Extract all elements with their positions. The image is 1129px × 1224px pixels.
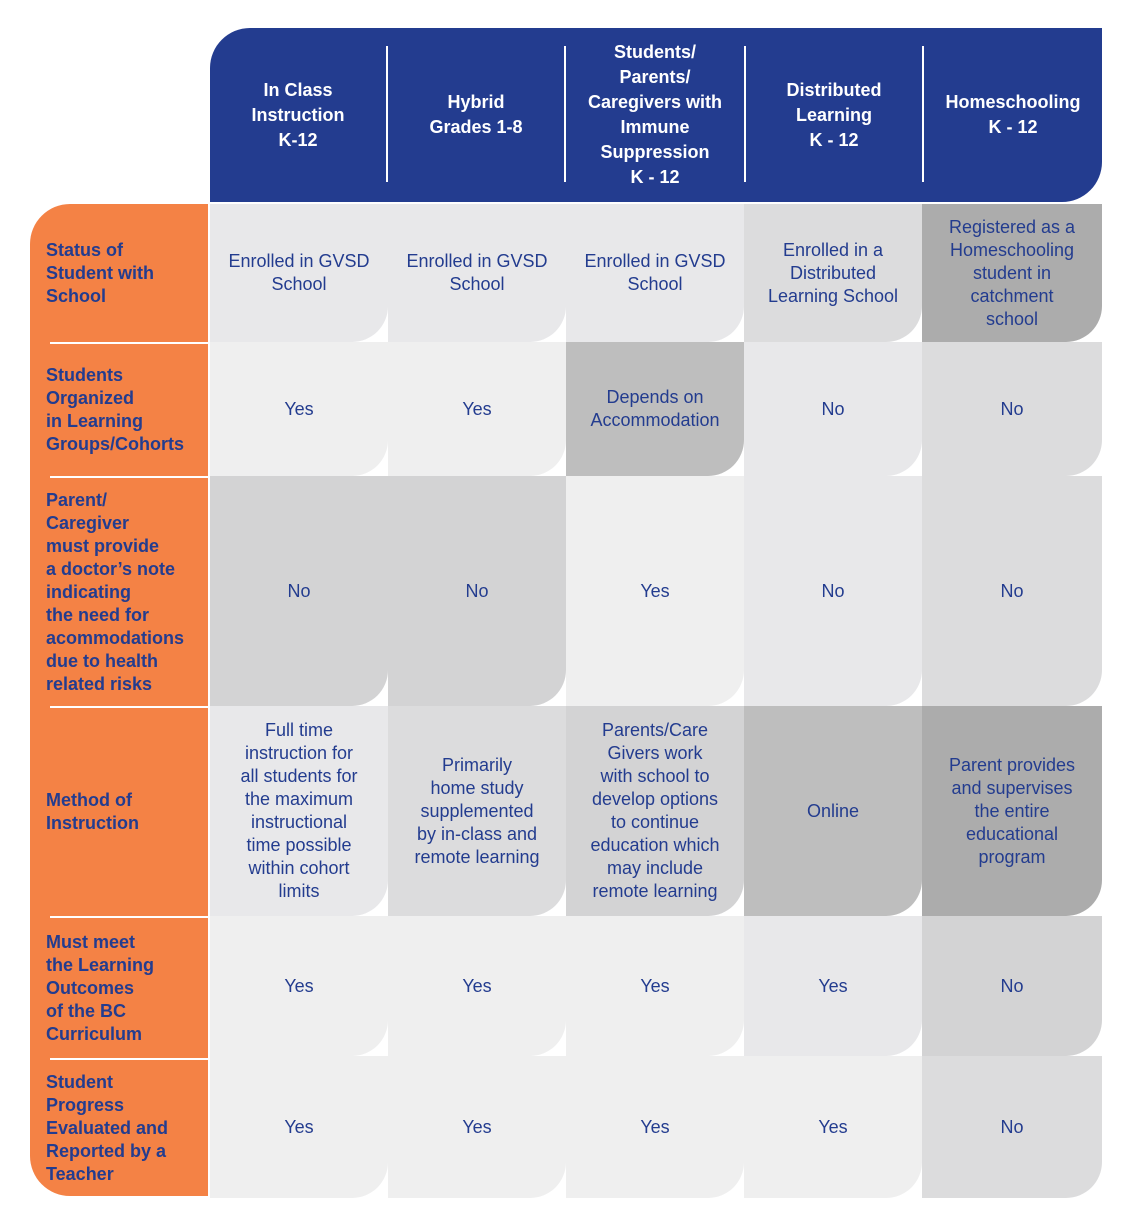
column-divider	[744, 46, 746, 182]
table-cell: Online	[744, 706, 922, 916]
table-cell: Yes	[210, 342, 388, 476]
column-header-bar: In Class Instruction K-12 Hybrid Grades …	[210, 28, 1102, 202]
column-divider	[922, 46, 924, 182]
column-header-distributed-learning: Distributed Learning K - 12	[786, 79, 882, 150]
table-cell: No	[210, 476, 388, 706]
table-cell: Yes	[566, 916, 744, 1056]
row-label-learning-outcomes: Must meet the Learning Outcomes of the B…	[46, 931, 155, 1044]
table-cell: Enrolled in GVSD School	[210, 204, 388, 342]
table-cell: Primarily home study supplemented by in-…	[388, 706, 566, 916]
table-cell: Full time instruction for all students f…	[210, 706, 388, 916]
table-cell: Yes	[210, 916, 388, 1056]
row-label-method: Method of Instruction	[46, 790, 139, 833]
table-cell: Parent provides and supervises the entir…	[922, 706, 1102, 916]
table-cell: Yes	[744, 1056, 922, 1198]
column-divider	[564, 46, 566, 182]
column-header-immune-suppression: Students/ Parents/ Caregivers with Immun…	[587, 42, 723, 187]
table-cell: No	[922, 476, 1102, 706]
row-label-progress: Student Progress Evaluated and Reported …	[46, 1071, 169, 1184]
table-cell: Yes	[388, 916, 566, 1056]
table-cell: No	[922, 916, 1102, 1056]
column-header-hybrid: Hybrid Grades 1-8	[429, 92, 523, 137]
column-header-in-class: In Class Instruction K-12	[251, 79, 345, 150]
row-divider	[50, 476, 218, 478]
table-cell: Depends on Accommodation	[566, 342, 744, 476]
table-cell: Yes	[744, 916, 922, 1056]
row-label-status: Status of Student with School	[46, 239, 154, 306]
row-header-bar: Status of Student with School Students O…	[30, 204, 218, 1196]
row-divider	[50, 916, 218, 918]
row-label-doctors-note: Parent/ Caregiver must provide a doctor’…	[46, 489, 185, 694]
table-cell: Enrolled in GVSD School	[388, 204, 566, 342]
table-cell: Yes	[210, 1056, 388, 1198]
table-cell: No	[922, 1056, 1102, 1198]
table-cell: Yes	[566, 1056, 744, 1198]
column-divider	[386, 46, 388, 182]
row-divider	[50, 1058, 218, 1060]
table-cell: No	[388, 476, 566, 706]
row-divider	[50, 342, 218, 344]
table-cell: Enrolled in a Distributed Learning Schoo…	[744, 204, 922, 342]
table-cell: Parents/Care Givers work with school to …	[566, 706, 744, 916]
row-label-cohorts: Students Organized in Learning Groups/Co…	[46, 365, 184, 454]
column-header-homeschooling: Homeschooling K - 12	[945, 92, 1081, 137]
table-cell: Yes	[388, 1056, 566, 1198]
table-cell: Yes	[566, 476, 744, 706]
table-cell: Registered as a Homeschooling student in…	[922, 204, 1102, 342]
row-divider	[50, 706, 218, 708]
table-cell: No	[922, 342, 1102, 476]
table-cell: No	[744, 476, 922, 706]
table-cell: No	[744, 342, 922, 476]
table-cell: Yes	[388, 342, 566, 476]
table-cell: Enrolled in GVSD School	[566, 204, 744, 342]
